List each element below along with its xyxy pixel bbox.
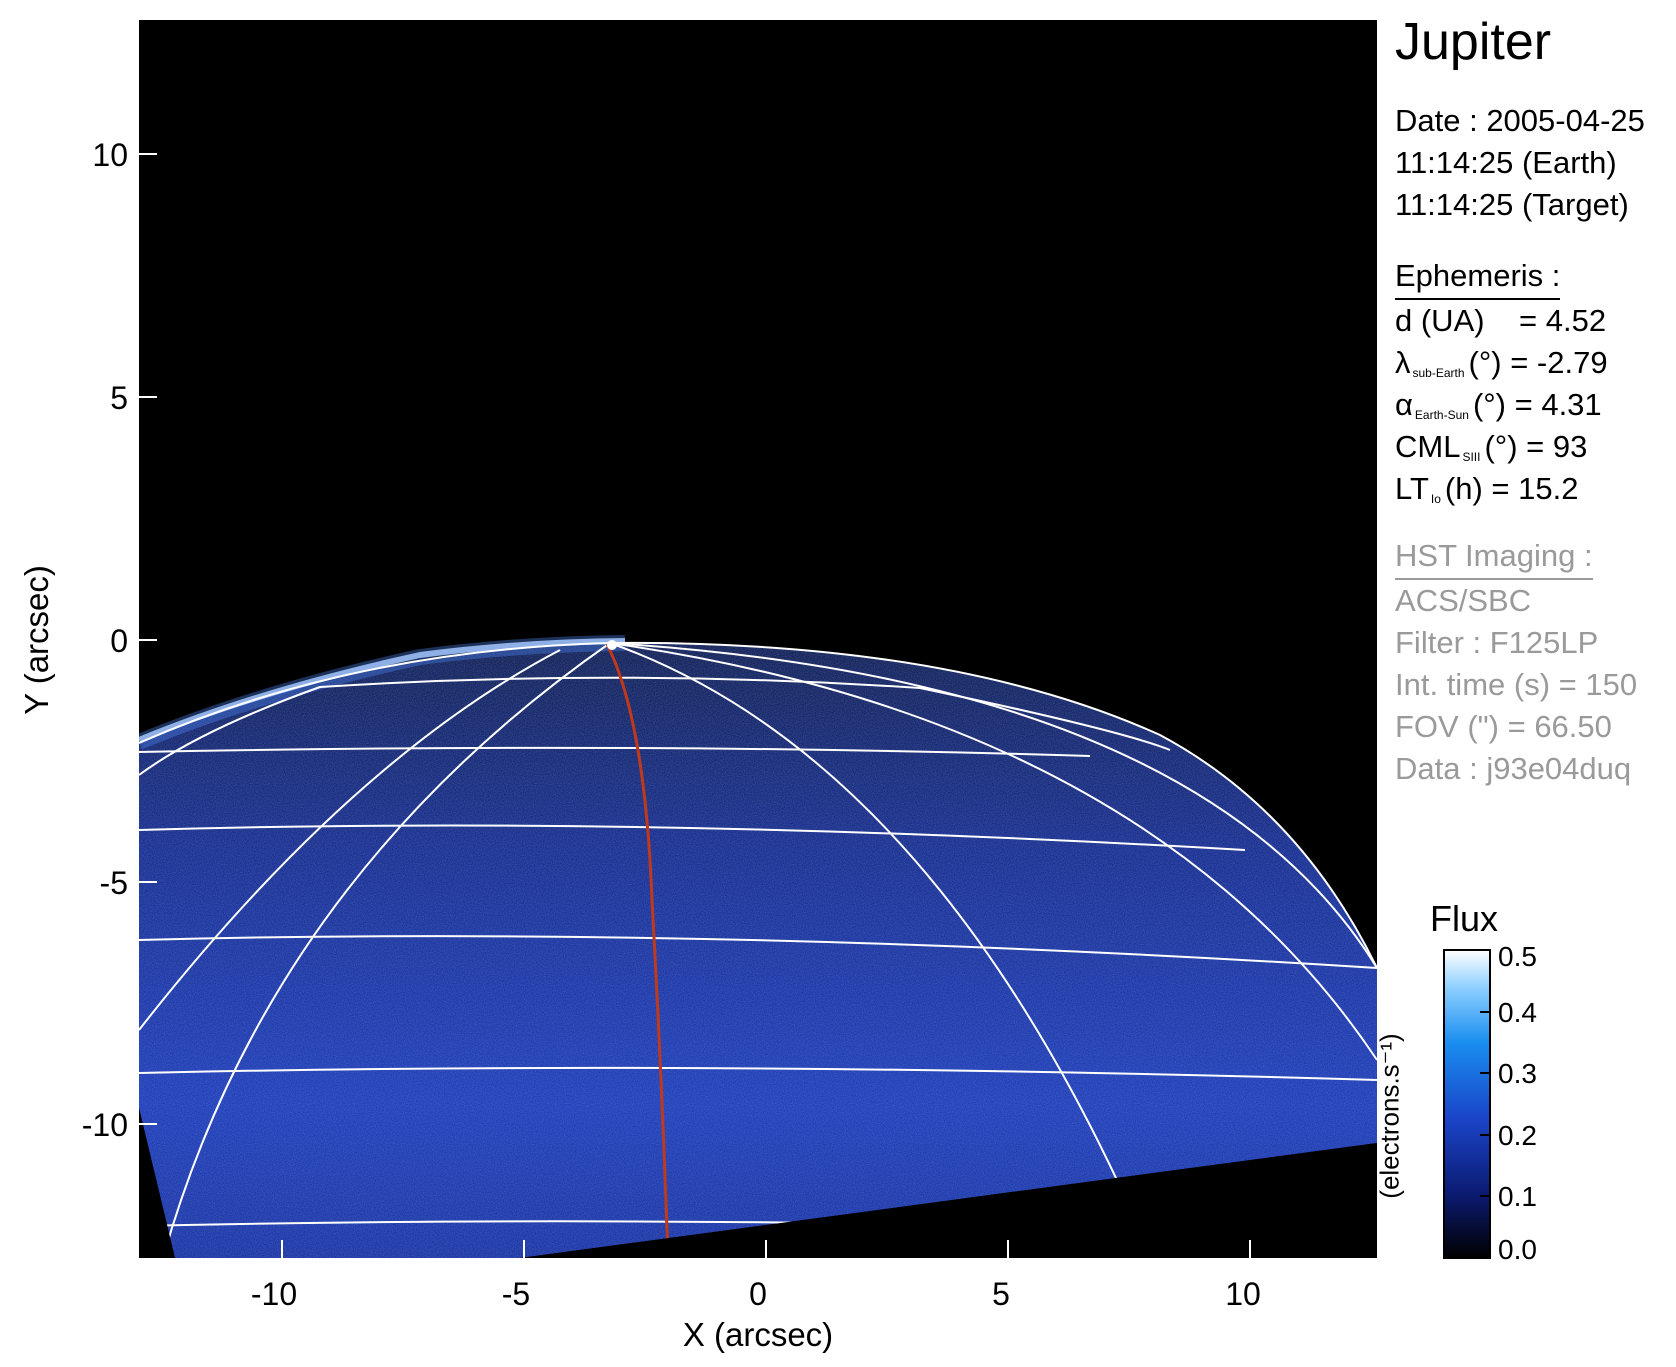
y-tick-label: 5	[110, 380, 128, 416]
grid-meridian	[609, 642, 1153, 1258]
colorbar	[1443, 949, 1491, 1259]
y-axis-title: Y (arcsec)	[18, 565, 55, 715]
alpha-symbol: α	[1395, 387, 1413, 422]
tick-marks	[139, 153, 1251, 1258]
lambda-value: (°) = -2.79	[1468, 345, 1608, 380]
alpha-value: (°) = 4.31	[1472, 387, 1602, 422]
colorbar-unit: (electrons.s⁻¹)	[1374, 1033, 1405, 1199]
x-tick-label: 5	[992, 1276, 1010, 1312]
colorbar-tick-label: 0.3	[1498, 1058, 1537, 1089]
planet-name: Jupiter	[1395, 13, 1552, 71]
colorbar-title: Flux	[1430, 898, 1499, 939]
io-footprint-spot	[607, 640, 617, 650]
grid-meridian	[609, 642, 1377, 1061]
grid-meridian	[162, 642, 611, 1258]
distance-row: d (UA) = 4.52	[1395, 300, 1606, 342]
image-edge-mask	[520, 1143, 1377, 1258]
cml-subscript: SIII	[1462, 450, 1481, 464]
grid-parallel	[139, 676, 1171, 776]
grid-parallel	[139, 746, 1091, 757]
data-id: Data : j93e04duq	[1395, 751, 1632, 786]
target-time: 11:14:25 (Target)	[1395, 187, 1629, 222]
x-axis-title: X (arcsec)	[683, 1316, 833, 1353]
lt-value: (h) = 15.2	[1444, 471, 1579, 506]
grid-parallel	[139, 824, 1246, 851]
cml-row: CML SIII (°) = 93	[1395, 426, 1587, 478]
x-tick-label: -10	[251, 1276, 297, 1312]
x-tick-label: 0	[749, 1276, 767, 1312]
io-footprint-curve	[605, 643, 670, 1258]
y-tick-label: 10	[92, 137, 128, 173]
y-tick-label: 0	[110, 623, 128, 659]
image-edge-mask-left	[139, 1108, 175, 1258]
grid-parallel	[139, 1066, 1377, 1081]
grid-parallel	[139, 935, 1377, 969]
lt-subscript: Io	[1430, 492, 1441, 506]
filter: Filter : F125LP	[1395, 625, 1599, 660]
lambda-subscript: sub-Earth	[1412, 366, 1465, 380]
colorbar-tick-label: 0.0	[1498, 1234, 1537, 1265]
colorbar-tick-label: 0.5	[1498, 941, 1537, 972]
earth-time: 11:14:25 (Earth)	[1395, 145, 1617, 180]
cml-value: (°) = 93	[1484, 429, 1588, 464]
sub-earth-latitude-row: λ sub-Earth (°) = -2.79	[1395, 342, 1608, 394]
colorbar-ticks	[1480, 949, 1490, 1259]
field-of-view: FOV (") = 66.50	[1395, 709, 1612, 744]
disk-noise-texture	[139, 642, 1377, 1258]
alpha-subscript: Earth-Sun	[1414, 408, 1469, 422]
colorbar-tick-label: 0.2	[1498, 1120, 1537, 1151]
local-time-row: LT Io (h) = 15.2	[1395, 468, 1578, 520]
date-line: Date : 2005-04-25	[1395, 103, 1645, 138]
distance-value: = 4.52	[1519, 303, 1607, 338]
lt-symbol: LT	[1395, 471, 1429, 506]
grid-meridian	[139, 649, 561, 1031]
grid-limb	[139, 641, 1377, 969]
colorbar-tick-label: 0.4	[1498, 997, 1537, 1028]
y-tick-label: -5	[100, 865, 128, 901]
imaging-heading: HST Imaging :	[1395, 535, 1593, 580]
grid-meridian	[609, 642, 1377, 969]
ephemeris-heading: Ephemeris :	[1395, 255, 1561, 300]
distance-label: d (UA)	[1395, 303, 1485, 338]
auroral-emission	[139, 638, 626, 743]
y-tick-label: -10	[82, 1107, 128, 1143]
x-tick-label: -5	[502, 1276, 530, 1312]
phase-angle-row: α Earth-Sun (°) = 4.31	[1395, 384, 1602, 436]
cml-symbol: CML	[1395, 429, 1461, 464]
x-tick-label: 10	[1225, 1276, 1261, 1312]
integration-time: Int. time (s) = 150	[1395, 667, 1638, 702]
colorbar-tick-label: 0.1	[1498, 1181, 1537, 1212]
lambda-symbol: λ	[1395, 345, 1411, 380]
instrument: ACS/SBC	[1395, 583, 1532, 618]
